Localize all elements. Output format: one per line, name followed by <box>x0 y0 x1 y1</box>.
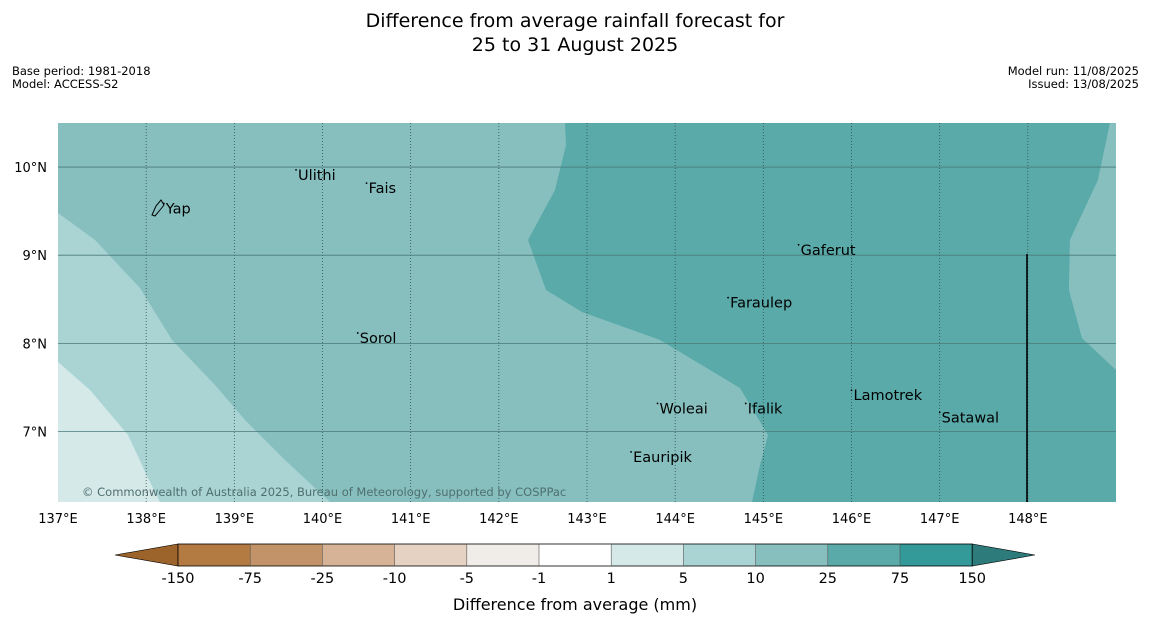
colorbar-segment <box>539 544 612 566</box>
colorbar-extend-high <box>971 543 1036 567</box>
lat-label: 9°N <box>23 249 48 264</box>
colorbar-extend-low <box>114 543 179 567</box>
chart-title: Difference from average rainfall forecas… <box>0 9 1150 57</box>
lon-label: 145°E <box>744 512 784 527</box>
lon-label: 146°E <box>832 512 872 527</box>
place-marker <box>295 168 297 171</box>
lat-label: 8°N <box>23 337 48 352</box>
colorbar-segment <box>683 544 756 566</box>
title-line-2: 25 to 31 August 2025 <box>471 34 679 56</box>
zone-10-25-right <box>1069 123 1116 370</box>
place-label: Yap <box>165 201 191 217</box>
place-label: Faraulep <box>730 296 792 312</box>
place-label: Fais <box>369 181 396 197</box>
lat-label: 7°N <box>23 425 48 440</box>
lon-label: 140°E <box>303 512 343 527</box>
run-info: Model run: 11/08/2025 Issued: 13/08/2025 <box>1008 65 1139 91</box>
place-label: Ulithi <box>298 168 336 184</box>
colorbar-segment <box>394 544 467 566</box>
lon-label: 141°E <box>391 512 431 527</box>
lon-label: 144°E <box>655 512 695 527</box>
latitude-labels: 10°N 9°N 8°N 7°N <box>14 161 47 440</box>
place-marker <box>656 402 659 405</box>
colorbar-segment <box>611 544 684 566</box>
colorbar-tick-label: -150 <box>162 571 195 587</box>
colorbar-tick-label: 5 <box>679 571 688 587</box>
place-marker <box>938 411 941 414</box>
lon-label: 142°E <box>479 512 519 527</box>
place-label: Sorol <box>360 331 397 347</box>
lon-label: 137°E <box>38 512 78 527</box>
colorbar-tick-label: 150 <box>958 571 986 587</box>
place-labels: Yap Ulithi Fais Gaferut Faraulep Sorol Lamotre… <box>162 168 999 466</box>
lon-label: 147°E <box>920 512 960 527</box>
place-label: Lamotrek <box>854 388 923 404</box>
colorbar-segment <box>827 544 900 566</box>
place-label: Ifalik <box>748 401 783 417</box>
place-marker <box>162 202 165 205</box>
place-marker <box>356 332 359 334</box>
colorbar-tick-label: 75 <box>891 571 909 587</box>
lon-label: 148°E <box>1008 512 1048 527</box>
place-marker <box>630 451 632 453</box>
colorbar-segment <box>322 544 395 566</box>
model-name: Model: ACCESS-S2 <box>12 77 119 91</box>
place-label: Eauripik <box>633 450 692 466</box>
model-run: Model run: 11/08/2025 <box>1007 64 1139 78</box>
colorbar-tick-label: -75 <box>238 571 262 587</box>
legend-title: Difference from average (mm) <box>453 595 697 614</box>
graticule <box>58 123 1116 502</box>
issued-date: Issued: 13/08/2025 <box>1028 77 1139 91</box>
colorbar-segment <box>755 544 828 566</box>
colorbar-tick-label: -1 <box>532 571 546 587</box>
place-marker <box>797 243 800 246</box>
colorbar-tick-label: -10 <box>383 571 407 587</box>
base-period: Base period: 1981-2018 <box>12 64 151 78</box>
zone-1-5 <box>58 362 160 502</box>
colorbar-tick-label: 25 <box>819 571 837 587</box>
colorbar-tick-label: -25 <box>311 571 335 587</box>
yap-island <box>151 199 165 217</box>
base-info: Base period: 1981-2018 Model: ACCESS-S2 <box>12 65 151 91</box>
lat-label: 10°N <box>14 161 47 176</box>
place-label: Woleai <box>660 401 708 417</box>
place-label: Gaferut <box>801 243 856 259</box>
place-marker <box>727 296 729 299</box>
lon-label: 143°E <box>567 512 607 527</box>
place-marker <box>365 182 368 185</box>
copyright-text: © Commonwealth of Australia 2025, Bureau… <box>82 485 566 499</box>
colorbar-segment <box>466 544 539 566</box>
zone-5-10 <box>58 213 330 502</box>
colorbar: -150 -75 -25 -10 -5 -1 1 5 10 25 75 150 <box>114 543 1036 587</box>
colorbar-tick-label: 1 <box>607 571 616 587</box>
colorbar-segment <box>250 544 323 566</box>
colorbar-segment <box>900 544 973 566</box>
zone-25-75 <box>528 123 1116 502</box>
colorbar-tick-label: -5 <box>460 571 474 587</box>
place-label: Satawal <box>942 410 999 426</box>
lon-label: 139°E <box>215 512 255 527</box>
colorbar-tick-label: 10 <box>746 571 764 587</box>
title-line-1: Difference from average rainfall forecas… <box>365 10 785 32</box>
lon-label: 138°E <box>126 512 166 527</box>
colorbar-outline <box>177 543 973 567</box>
place-marker <box>744 402 747 405</box>
colorbar-segment <box>178 544 251 566</box>
place-marker <box>850 389 853 392</box>
map-area: Yap Ulithi Fais Gaferut Faraulep Sorol Lamotre… <box>58 123 1116 502</box>
longitude-labels: 137°E 138°E 139°E 140°E 141°E 142°E 143°E 144°E… <box>38 512 1047 527</box>
